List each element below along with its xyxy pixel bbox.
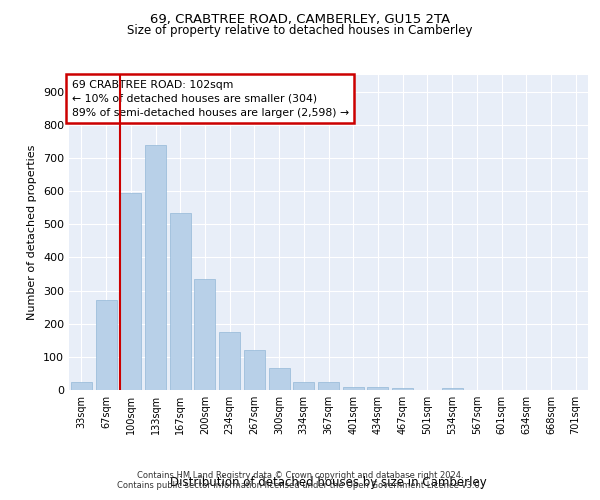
Text: Contains HM Land Registry data © Crown copyright and database right 2024.: Contains HM Land Registry data © Crown c…: [137, 472, 463, 480]
Bar: [145, 144, 166, 390]
Bar: [367, 386, 388, 390]
Bar: [442, 388, 463, 390]
Text: 69 CRABTREE ROAD: 102sqm
← 10% of detached houses are smaller (304)
89% of semi-: 69 CRABTREE ROAD: 102sqm ← 10% of detach…: [71, 80, 349, 118]
X-axis label: Distribution of detached houses by size in Camberley: Distribution of detached houses by size …: [170, 476, 487, 489]
Y-axis label: Number of detached properties: Number of detached properties: [28, 145, 37, 320]
Text: Contains public sector information licensed under the Open Government Licence v3: Contains public sector information licen…: [118, 480, 482, 490]
Bar: [392, 388, 413, 390]
Bar: [95, 300, 116, 390]
Bar: [293, 382, 314, 390]
Bar: [219, 332, 240, 390]
Bar: [194, 279, 215, 390]
Bar: [244, 350, 265, 390]
Bar: [71, 382, 92, 390]
Text: Size of property relative to detached houses in Camberley: Size of property relative to detached ho…: [127, 24, 473, 37]
Bar: [343, 386, 364, 390]
Bar: [170, 212, 191, 390]
Bar: [120, 192, 141, 390]
Bar: [318, 382, 339, 390]
Text: 69, CRABTREE ROAD, CAMBERLEY, GU15 2TA: 69, CRABTREE ROAD, CAMBERLEY, GU15 2TA: [150, 12, 450, 26]
Bar: [269, 368, 290, 390]
